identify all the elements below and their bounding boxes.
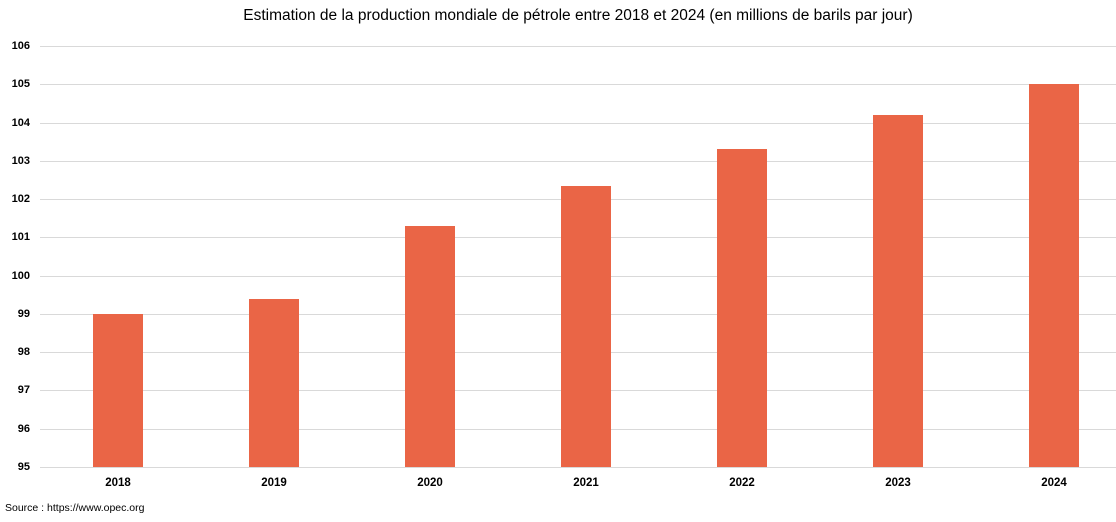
y-axis-label-98: 98 bbox=[17, 346, 30, 359]
bar-2022 bbox=[717, 149, 767, 467]
y-axis-label-96: 96 bbox=[17, 422, 30, 435]
bar-2023 bbox=[873, 114, 923, 467]
y-axis-label-101: 101 bbox=[11, 231, 30, 244]
y-axis-label-105: 105 bbox=[11, 78, 30, 91]
gridline-95 bbox=[40, 467, 1116, 468]
y-axis-label-103: 103 bbox=[11, 154, 30, 167]
y-axis-label-97: 97 bbox=[17, 384, 30, 397]
plot-area bbox=[40, 46, 1116, 468]
y-axis-label-95: 95 bbox=[17, 461, 30, 473]
source-note: Source : https://www.opec.org bbox=[5, 502, 145, 514]
gridline-104 bbox=[40, 122, 1116, 124]
x-axis-label-2020: 2020 bbox=[417, 477, 443, 489]
gridline-106 bbox=[40, 46, 1116, 47]
x-axis-label-2024: 2024 bbox=[1041, 477, 1067, 489]
y-axis-label-104: 104 bbox=[11, 116, 30, 129]
bar-2018 bbox=[93, 313, 143, 467]
y-axis-label-102: 102 bbox=[11, 193, 30, 206]
bar-2019 bbox=[249, 298, 299, 467]
x-axis-label-2023: 2023 bbox=[885, 477, 911, 489]
bar-2024 bbox=[1029, 84, 1079, 467]
y-axis-label-106: 106 bbox=[11, 40, 30, 52]
bar-2020 bbox=[405, 225, 455, 467]
chart-title: Estimation de la production mondiale de … bbox=[243, 7, 913, 24]
x-axis-label-2021: 2021 bbox=[573, 477, 599, 489]
y-axis-label-100: 100 bbox=[11, 269, 30, 282]
gridline-103 bbox=[40, 160, 1116, 162]
y-axis-label-99: 99 bbox=[17, 307, 30, 320]
bar-2021 bbox=[561, 185, 611, 467]
x-axis-label-2022: 2022 bbox=[729, 477, 755, 489]
gridline-105 bbox=[40, 84, 1116, 86]
x-axis-label-2019: 2019 bbox=[261, 477, 287, 489]
x-axis-label-2018: 2018 bbox=[105, 477, 131, 489]
